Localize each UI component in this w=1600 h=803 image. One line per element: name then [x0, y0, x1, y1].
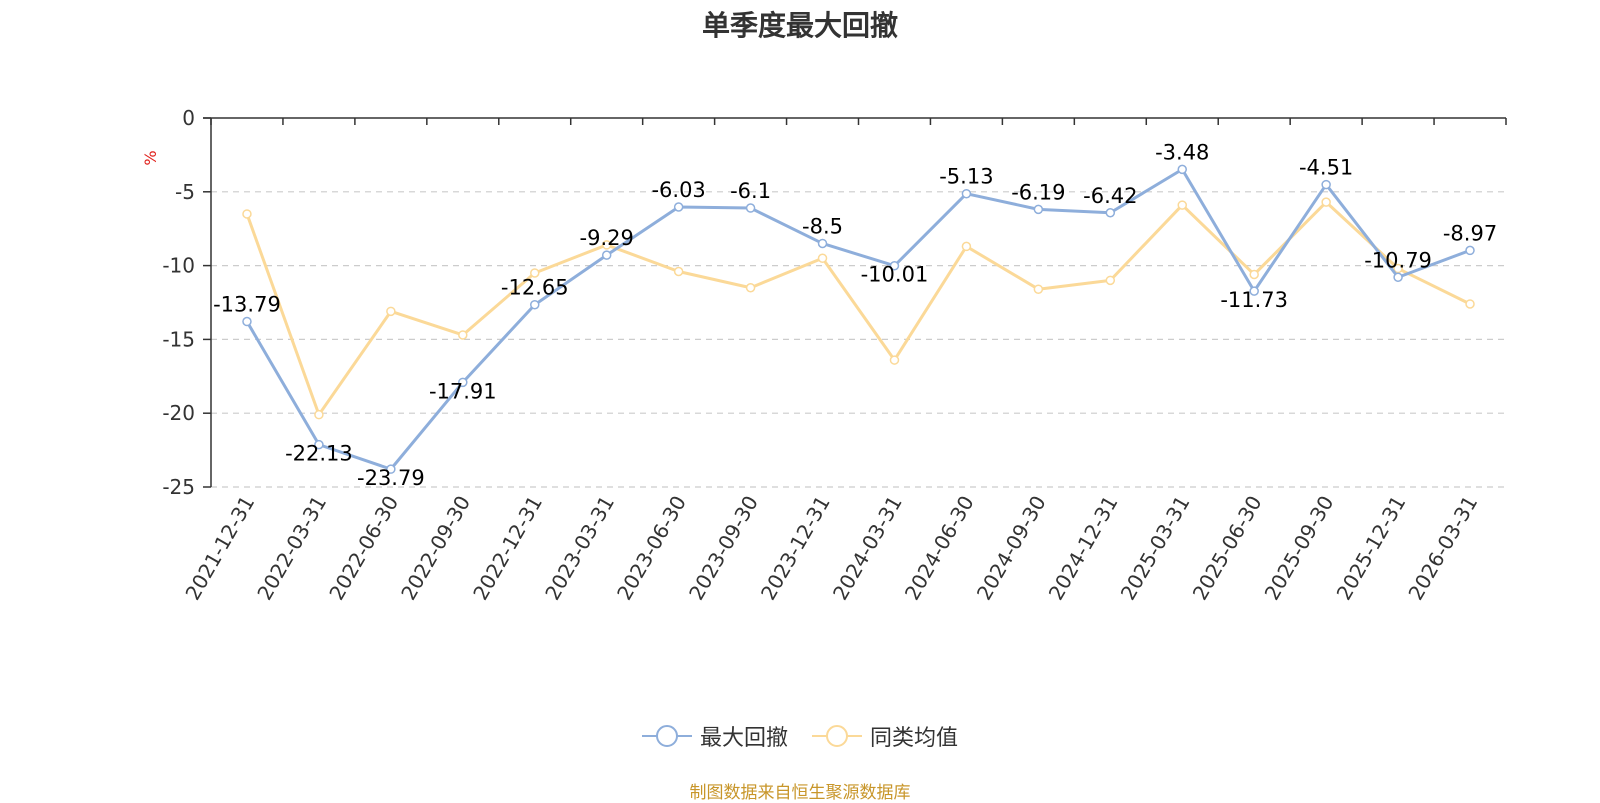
- x-tick-label: 2023-03-31: [540, 492, 619, 605]
- data-label-max-drawdown: -4.51: [1299, 156, 1353, 180]
- data-point-peer-average[interactable]: [889, 355, 900, 365]
- x-tick-label: 2022-06-30: [324, 491, 403, 604]
- data-label-max-drawdown: -8.5: [802, 214, 843, 238]
- data-label-max-drawdown: -6.03: [651, 178, 705, 202]
- y-tick-label: -5: [175, 180, 195, 204]
- data-point-max-drawdown[interactable]: [1105, 208, 1116, 218]
- data-label-max-drawdown: -10.01: [861, 263, 929, 287]
- legend-label-max-drawdown: 最大回撤: [699, 726, 788, 751]
- data-point-max-drawdown[interactable]: [601, 250, 612, 260]
- series-layer: [242, 164, 1475, 474]
- legend: 最大回撤 同类均值: [0, 720, 1600, 752]
- data-label-max-drawdown: -6.19: [1011, 180, 1065, 204]
- x-tick-label: 2024-12-31: [1044, 492, 1123, 605]
- chart-title: 单季度最大回撤: [701, 9, 898, 42]
- x-tick-label: 2023-12-31: [756, 492, 835, 605]
- legend-swatch-max-drawdown-icon: [641, 725, 692, 747]
- y-axis-unit-label: %: [141, 150, 160, 165]
- x-tick-label: 2024-09-30: [972, 492, 1051, 605]
- y-tick-label: 0: [182, 106, 195, 130]
- data-point-peer-average[interactable]: [1465, 299, 1475, 309]
- data-point-peer-average[interactable]: [1105, 275, 1116, 286]
- data-point-max-drawdown[interactable]: [817, 238, 828, 249]
- x-tick-label: 2022-12-31: [468, 492, 547, 605]
- data-label-max-drawdown: -11.73: [1220, 288, 1288, 312]
- data-point-peer-average[interactable]: [1249, 269, 1259, 280]
- legend-swatch-peer-average-icon: [812, 725, 862, 747]
- data-point-max-drawdown[interactable]: [386, 464, 396, 474]
- data-point-max-drawdown[interactable]: [1465, 245, 1475, 256]
- data-label-max-drawdown: -23.79: [357, 466, 425, 490]
- x-tick-label: 2024-06-30: [900, 492, 979, 605]
- data-point-peer-average[interactable]: [961, 241, 972, 252]
- data-label-max-drawdown: -6.1: [730, 179, 771, 203]
- data-point-max-drawdown[interactable]: [1321, 179, 1331, 190]
- data-label-max-drawdown: -5.13: [939, 165, 993, 189]
- data-point-max-drawdown[interactable]: [961, 188, 972, 199]
- data-point-peer-average[interactable]: [530, 268, 540, 278]
- x-tick-label: 2026-03-31: [1403, 492, 1482, 605]
- y-tick-label: -10: [162, 254, 195, 278]
- x-tick-label: 2022-03-31: [252, 492, 331, 605]
- x-tick-label: 2024-03-31: [828, 492, 907, 605]
- data-point-peer-average[interactable]: [745, 282, 756, 293]
- data-point-peer-average[interactable]: [673, 266, 684, 277]
- data-point-peer-average[interactable]: [1321, 197, 1331, 207]
- data-point-peer-average[interactable]: [386, 306, 396, 317]
- data-point-peer-average[interactable]: [458, 330, 468, 340]
- data-point-peer-average[interactable]: [314, 409, 324, 420]
- data-point-max-drawdown[interactable]: [1177, 164, 1187, 175]
- data-point-peer-average[interactable]: [242, 209, 252, 219]
- x-tick-label: 2022-09-30: [396, 492, 475, 605]
- data-point-max-drawdown[interactable]: [242, 316, 252, 327]
- x-tick-label: 2025-06-30: [1188, 492, 1267, 605]
- data-label-max-drawdown: -12.65: [501, 276, 569, 300]
- x-tick-label: 2025-09-30: [1260, 492, 1339, 605]
- data-label-max-drawdown: -9.29: [580, 226, 634, 250]
- data-point-peer-average[interactable]: [1177, 200, 1187, 210]
- data-point-max-drawdown[interactable]: [530, 299, 540, 310]
- data-label-max-drawdown: -6.42: [1083, 184, 1137, 208]
- source-note: 制图数据来自恒生聚源数据库: [689, 783, 911, 803]
- data-point-max-drawdown[interactable]: [314, 439, 324, 450]
- legend-item-peer-average[interactable]: 同类均值: [812, 720, 958, 752]
- data-label-max-drawdown: -13.79: [213, 293, 281, 317]
- legend-label-peer-average: 同类均值: [870, 726, 959, 751]
- x-tick-label: 2023-09-30: [684, 492, 763, 605]
- data-label-max-drawdown: -3.48: [1155, 140, 1209, 164]
- data-point-peer-average[interactable]: [601, 240, 612, 250]
- data-point-max-drawdown[interactable]: [458, 377, 468, 388]
- x-tick-label: 2025-12-31: [1332, 492, 1411, 605]
- x-tick-label: 2023-06-30: [612, 492, 691, 605]
- data-point-max-drawdown[interactable]: [1033, 204, 1044, 215]
- series-line-max-drawdown: [245, 167, 1471, 471]
- data-point-max-drawdown[interactable]: [1393, 272, 1403, 283]
- y-tick-label: -25: [162, 475, 195, 499]
- y-tick-label: -15: [162, 327, 195, 351]
- data-label-max-drawdown: -10.79: [1364, 248, 1432, 272]
- grid-layer: [211, 191, 1506, 488]
- legend-item-max-drawdown[interactable]: 最大回撤: [641, 720, 788, 752]
- x-tick-label: 2025-03-31: [1116, 492, 1195, 605]
- data-label-max-drawdown: -22.13: [285, 442, 353, 466]
- data-point-max-drawdown[interactable]: [745, 203, 756, 213]
- label-layer: -13.79 -22.13-23.79 -17.91 -12.65 -9.29 -6.03…: [213, 140, 1497, 490]
- data-point-peer-average[interactable]: [817, 253, 828, 263]
- x-tick-label: 2021-12-31: [180, 492, 259, 605]
- series-line-peer-average: [245, 200, 1471, 417]
- data-point-max-drawdown[interactable]: [673, 202, 684, 212]
- data-point-max-drawdown[interactable]: [1249, 286, 1259, 296]
- axis-layer: 0-5-10-15-20-25%2021-12-312022-03-312022…: [141, 106, 1507, 605]
- data-label-max-drawdown: -17.91: [429, 379, 497, 403]
- data-label-max-drawdown: -8.97: [1443, 221, 1497, 245]
- y-tick-label: -20: [162, 401, 195, 425]
- data-point-peer-average[interactable]: [1033, 284, 1044, 294]
- data-point-max-drawdown[interactable]: [889, 260, 900, 271]
